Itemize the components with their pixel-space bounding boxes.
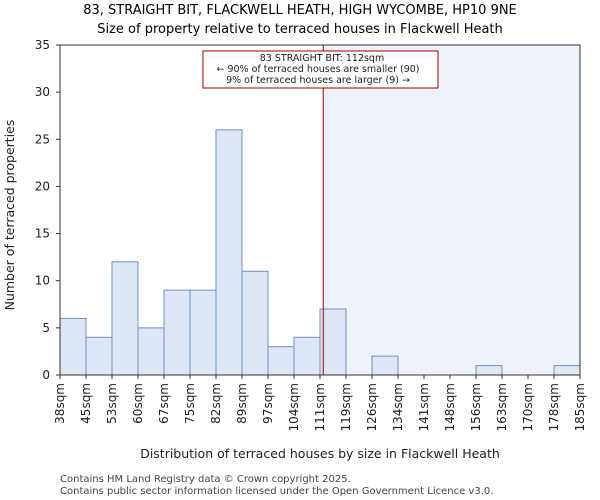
x-tick-label: 97sqm — [261, 383, 275, 424]
x-tick-label: 67sqm — [157, 383, 171, 424]
x-tick-label: 82sqm — [209, 383, 223, 424]
annotation-box — [202, 50, 439, 89]
x-tick-label: 126sqm — [365, 383, 379, 431]
bar-178sqm — [553, 365, 581, 376]
x-tick-label: 148sqm — [443, 383, 457, 431]
x-tick-label: 178sqm — [547, 383, 561, 431]
chart-title: 83, STRAIGHT BIT, FLACKWELL HEATH, HIGH … — [83, 3, 517, 18]
x-tick-label: 134sqm — [391, 383, 405, 431]
bars-group — [59, 129, 581, 376]
bar-89sqm — [241, 270, 269, 376]
x-tick-label: 163sqm — [495, 383, 509, 431]
y-tick-label: 15 — [35, 227, 50, 241]
x-tick-label: 119sqm — [339, 383, 353, 431]
bar-67sqm — [163, 289, 191, 376]
y-tick-label: 30 — [35, 85, 50, 99]
bar-111sqm — [319, 308, 347, 376]
x-tick-label: 38sqm — [53, 383, 67, 424]
bar-45sqm — [85, 336, 113, 376]
bar-75sqm — [189, 289, 217, 376]
x-tick-label: 60sqm — [131, 383, 145, 424]
x-tick-label: 185sqm — [573, 383, 587, 431]
x-tick-label: 104sqm — [287, 383, 301, 431]
x-axis-label: Distribution of terraced houses by size … — [140, 446, 500, 461]
bar-104sqm — [293, 336, 321, 376]
bar-97sqm — [267, 346, 295, 376]
chart-subtitle: Size of property relative to terraced ho… — [97, 22, 503, 37]
x-tick-label: 170sqm — [521, 383, 535, 431]
footer-line-1: Contains HM Land Registry data © Crown c… — [60, 474, 351, 485]
y-tick-label: 10 — [35, 274, 50, 288]
y-tick-label: 0 — [42, 368, 50, 382]
annotation-line-3: 9% of terraced houses are larger (9) → — [226, 75, 410, 86]
x-tick-label: 156sqm — [469, 383, 483, 431]
x-tick-label: 141sqm — [417, 383, 431, 431]
annotation-line-2: ← 90% of terraced houses are smaller (90… — [216, 64, 419, 75]
annotation-line-1: 83 STRAIGHT BIT: 112sqm — [260, 53, 384, 64]
y-tick-label: 25 — [35, 132, 50, 146]
bar-60sqm — [137, 327, 165, 376]
y-axis-ticks: 0 5 10 15 20 25 30 35 — [35, 38, 60, 382]
footer-line-2: Contains public sector information licen… — [60, 486, 493, 497]
y-tick-label: 35 — [35, 38, 50, 52]
y-axis-label: Number of terraced properties — [2, 120, 17, 311]
bar-53sqm — [111, 261, 139, 376]
y-tick-label: 20 — [35, 179, 50, 193]
bar-38sqm — [59, 317, 87, 376]
x-tick-label: 89sqm — [235, 383, 249, 424]
bar-126sqm — [371, 355, 399, 376]
bar-82sqm — [215, 129, 243, 376]
bar-156sqm — [475, 365, 503, 376]
larger-region-highlight — [323, 45, 580, 375]
x-tick-label: 53sqm — [105, 383, 119, 424]
x-axis-ticks: 38sqm 45sqm 53sqm 60sqm 67sqm 75sqm 82sqm 89sqm… — [53, 375, 587, 431]
x-tick-label: 45sqm — [79, 383, 93, 424]
y-tick-label: 5 — [42, 321, 50, 335]
x-tick-label: 75sqm — [183, 383, 197, 424]
x-tick-label: 111sqm — [313, 383, 327, 431]
